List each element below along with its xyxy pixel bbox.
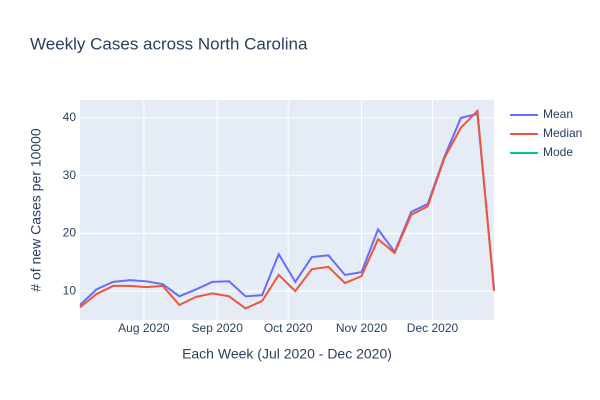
y-axis-title: # of new Cases per 10000: [28, 128, 44, 292]
chart-title: Weekly Cases across North Carolina: [30, 34, 308, 53]
x-tick-label: Sep 2020: [192, 321, 244, 335]
legend-label: Median: [543, 126, 582, 140]
x-tick-label: Aug 2020: [118, 321, 170, 335]
legend-label: Mean: [543, 107, 573, 121]
legend-label: Mode: [543, 145, 573, 159]
x-tick-label: Oct 2020: [264, 321, 313, 335]
y-tick-label: 10: [63, 283, 77, 297]
x-axis-title: Each Week (Jul 2020 - Dec 2020): [182, 346, 392, 362]
data-line: [79, 108, 495, 310]
y-tick-label: 20: [63, 226, 77, 240]
data-line: [79, 112, 495, 306]
x-tick-label: Nov 2020: [336, 321, 388, 335]
y-tick-label: 30: [63, 168, 77, 182]
y-tick-label: 40: [63, 110, 77, 124]
x-tick-label: Dec 2020: [407, 321, 459, 335]
